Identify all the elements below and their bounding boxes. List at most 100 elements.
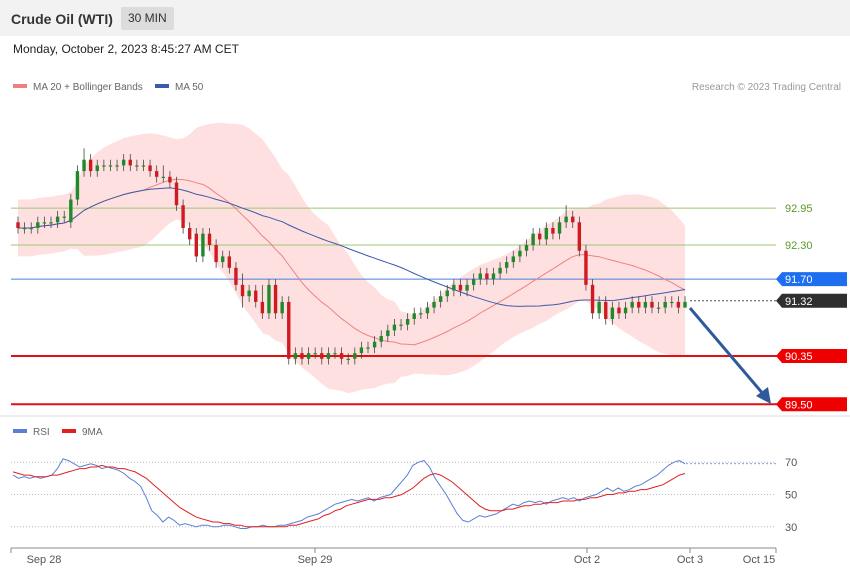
candle [49, 216, 53, 228]
candle [551, 222, 555, 240]
candle [359, 341, 364, 359]
candle [683, 296, 687, 308]
candle [452, 279, 456, 297]
legend-ma50-swatch [155, 84, 169, 88]
candle [643, 296, 648, 314]
candle [36, 216, 40, 234]
candle [511, 250, 515, 268]
candle [174, 176, 179, 211]
candle [161, 165, 165, 183]
x-tick-label: Sep 29 [298, 554, 333, 566]
candle [227, 250, 232, 274]
level-tag [776, 348, 847, 363]
timeframe-badge[interactable]: 30 MIN [121, 7, 174, 30]
candle [293, 347, 298, 365]
candle [538, 227, 542, 246]
candle [88, 154, 93, 177]
candle [617, 301, 621, 319]
candle [379, 330, 383, 348]
candle [412, 307, 416, 325]
candle [42, 216, 47, 228]
candle [518, 245, 522, 263]
candle [313, 347, 317, 359]
candle [240, 273, 245, 308]
rsi-tick-label: 30 [785, 522, 797, 534]
candle [577, 216, 582, 257]
candle [485, 267, 489, 285]
candle [121, 154, 126, 172]
legend-ma20-swatch [13, 84, 27, 88]
candle [557, 216, 562, 240]
candle [300, 347, 304, 365]
candle [247, 284, 251, 302]
rsi-line [12, 458, 686, 529]
candle [544, 222, 549, 246]
rsi-panel: 70 50 30 [11, 457, 797, 534]
candle [115, 159, 119, 172]
candle [498, 262, 502, 280]
ma50-line [18, 187, 686, 307]
forecast-arrow-shaft [688, 307, 766, 396]
credit-text: Research © 2023 Trading Central [692, 82, 841, 93]
candle [604, 296, 608, 325]
candle [676, 296, 681, 314]
candle [445, 284, 449, 302]
candle [610, 301, 615, 325]
rsi-tick-label: 50 [785, 490, 797, 502]
candle [95, 159, 99, 177]
candle [478, 267, 482, 285]
forecast-arrow-head [756, 387, 771, 404]
candle [623, 301, 628, 319]
candle [372, 336, 377, 354]
candle [419, 307, 423, 319]
candle [214, 239, 218, 268]
level-label: 92.95 [785, 203, 813, 215]
candle [306, 347, 311, 365]
candle [141, 159, 146, 172]
level-label: 89.50 [785, 399, 813, 411]
candle [280, 296, 284, 319]
candle [188, 222, 192, 246]
candle [663, 296, 667, 314]
candle [670, 296, 674, 308]
candle [267, 279, 271, 319]
level-label: 90.35 [785, 351, 813, 363]
candle [260, 284, 265, 319]
candle [465, 279, 469, 297]
candle [234, 262, 238, 291]
candle [471, 273, 476, 291]
candle [154, 165, 159, 183]
candle [181, 199, 185, 234]
candle [637, 296, 641, 314]
candle [656, 301, 661, 314]
candle [22, 222, 27, 234]
candle [326, 347, 331, 365]
candle [69, 193, 73, 228]
x-tick-label: Oct 3 [677, 554, 703, 566]
moving-averages [18, 178, 686, 346]
x-axis: Sep 28 Sep 29 Oct 2 Oct 3 Oct 15 [10, 548, 777, 566]
candle [524, 239, 529, 257]
level-tag [776, 293, 847, 308]
candle [584, 245, 588, 291]
candle [29, 222, 33, 234]
candle [405, 313, 410, 331]
candle [491, 267, 496, 285]
candle [207, 227, 212, 251]
candle [504, 256, 509, 274]
candle [320, 347, 324, 365]
candle [630, 296, 634, 314]
level-label: 91.70 [785, 274, 813, 286]
candle [102, 159, 106, 172]
price-levels [11, 207, 778, 406]
candle [62, 210, 66, 223]
level-labels: 92.95 92.30 91.70 91.32 90.35 89.50 [776, 203, 847, 412]
legend-ma20-label: MA 20 + Bollinger Bands [33, 82, 143, 93]
level-tag [776, 272, 847, 287]
candle [392, 318, 397, 337]
candle [128, 154, 132, 172]
candle [346, 353, 350, 365]
legend-9ma-label: 9MA [82, 427, 103, 438]
level-tag [776, 397, 847, 412]
